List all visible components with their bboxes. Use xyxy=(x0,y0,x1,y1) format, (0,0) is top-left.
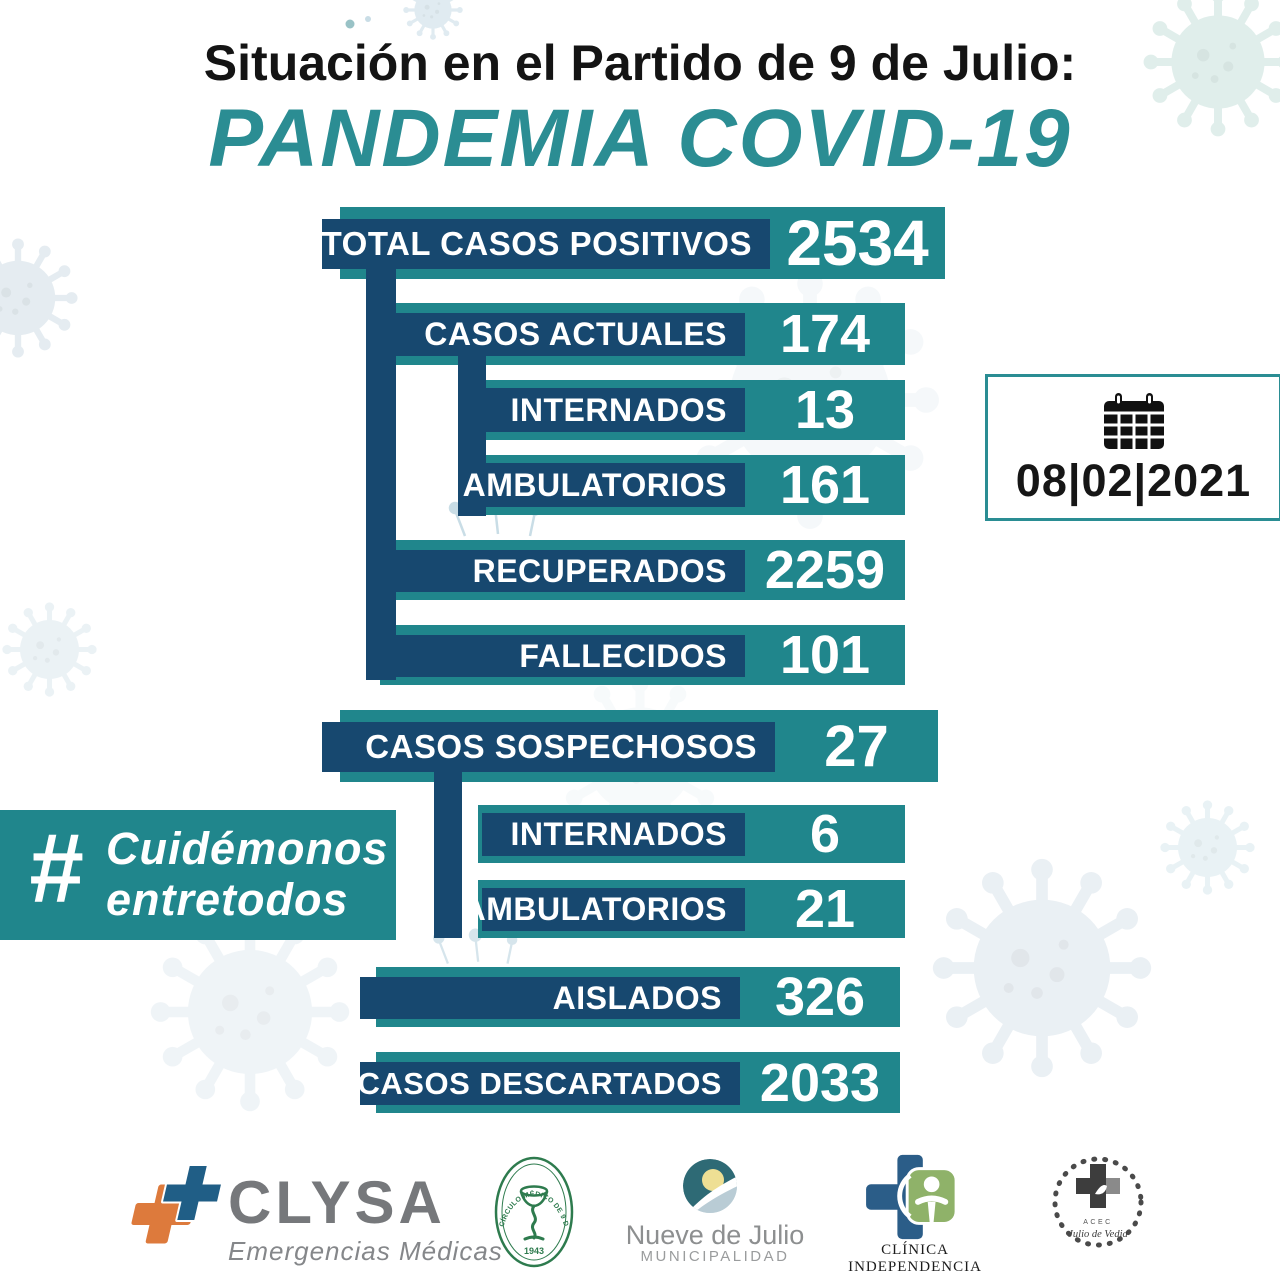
page-subtitle: PANDEMIA COVID-19 xyxy=(208,93,1072,184)
stat-label-aislados: AISLADOS xyxy=(360,977,740,1019)
page-title: Situación en el Partido de 9 de Julio: xyxy=(203,35,1077,91)
stat-value-casos-actuales: 174 xyxy=(779,304,871,364)
virus-icon xyxy=(2,602,97,697)
nueve-de-julio-name: Nueve de Julio xyxy=(625,1220,805,1250)
stat-value-casos-descartados: 2033 xyxy=(759,1052,881,1113)
virus-icon xyxy=(150,912,350,1112)
stat-label-casos-actuales: CASOS ACTUALES xyxy=(366,313,745,356)
stat-label-casos-descartados: CASOS DESCARTADOS xyxy=(358,1062,740,1105)
virus-icon xyxy=(1160,800,1255,895)
stat-value-recuperados: 2259 xyxy=(764,540,886,600)
stat-value-ambulatorios-sospechosos: 21 xyxy=(794,879,856,939)
date-box: 08|02|2021 xyxy=(985,374,1280,521)
clinica-independencia-icon xyxy=(866,1154,958,1240)
dots-icon xyxy=(345,16,371,29)
clysa-logo: CLYSA xyxy=(228,1169,446,1236)
stat-value-ambulatorios: 161 xyxy=(779,455,871,515)
stat-label-ambulatorios: AMBULATORIOS xyxy=(463,463,745,507)
stat-label-ambulatorios-sospechosos: AMBULATORIOS xyxy=(463,888,745,931)
stat-value-aislados: 326 xyxy=(774,967,866,1027)
stat-value-total-positivos: 2534 xyxy=(786,207,929,279)
stat-label-fallecidos: FALLECIDOS xyxy=(366,635,745,677)
circulo-medico-year: 1943 xyxy=(524,1246,544,1256)
hashtag-banner: # Cuidémonos entretodos xyxy=(0,810,396,940)
connector-sospechosos xyxy=(434,768,462,938)
report-date: 08|02|2021 xyxy=(1015,455,1252,506)
hashtag-line2: entretodos xyxy=(106,874,349,926)
stat-value-casos-sospechosos: 27 xyxy=(824,713,889,779)
hashtag-text: Cuidémonos entretodos xyxy=(106,823,389,926)
nueve-de-julio-logo xyxy=(683,1159,737,1213)
stat-label-internados-sospechosos: INTERNADOS xyxy=(482,813,745,856)
stat-label-casos-sospechosos: CASOS SOSPECHOSOS xyxy=(322,722,775,772)
stat-label-internados: INTERNADOS xyxy=(484,388,745,432)
clinica-independencia-name: CLÍNICA INDEPENDENCIA xyxy=(848,1242,982,1275)
hospital-stamp-logo: ACEC Julio de Vedia xyxy=(1052,1156,1144,1248)
clysa-cross-icon xyxy=(131,1164,224,1244)
circulo-medico-logo: CÍRCULO MÉDICO DE 9 DE JULIO 1943 xyxy=(492,1155,574,1268)
connector-actuales xyxy=(458,350,486,516)
nueve-de-julio-subtitle: MUNICIPALIDAD xyxy=(640,1248,790,1265)
stat-label-recuperados: RECUPERADOS xyxy=(366,550,745,592)
virus-icon xyxy=(932,858,1152,1078)
virus-icon xyxy=(0,238,78,358)
hashtag-line1: Cuidémonos xyxy=(106,823,389,874)
hash-symbol: # xyxy=(28,813,83,923)
stat-value-fallecidos: 101 xyxy=(779,625,871,685)
stat-label-total-positivos: TOTAL CASOS POSITIVOS xyxy=(322,219,770,269)
stat-value-internados: 13 xyxy=(794,380,856,440)
stamp-acronym: ACEC xyxy=(1083,1219,1112,1226)
stamp-hospital-name: Julio de Vedia xyxy=(1068,1229,1127,1240)
calendar-icon xyxy=(1103,393,1164,449)
stat-value-internados-sospechosos: 6 xyxy=(809,804,841,864)
clysa-tagline: Emergencias Médicas xyxy=(228,1236,503,1266)
